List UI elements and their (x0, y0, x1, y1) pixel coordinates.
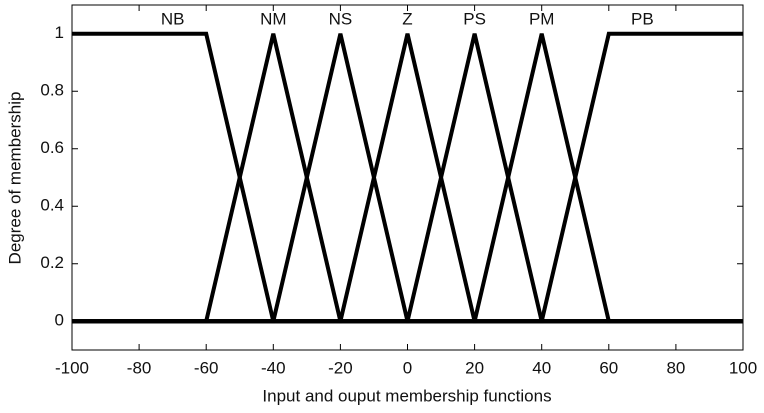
membership-line (72, 33, 743, 324)
y-axis-label: Degree of membership (5, 92, 24, 265)
series-label: NB (161, 9, 185, 28)
x-axis-label: Input and ouput membership functions (262, 386, 551, 405)
x-tick-label: -80 (127, 358, 152, 377)
series-label: PS (463, 9, 486, 28)
membership-line (72, 33, 743, 324)
series-label: NM (260, 9, 286, 28)
membership-line (72, 33, 743, 324)
x-tick-label: 20 (465, 358, 484, 377)
series-label: PM (529, 9, 555, 28)
y-tick-label: 0.2 (40, 253, 64, 272)
series-label: NS (329, 9, 353, 28)
series-label: PB (631, 9, 654, 28)
x-tick-label: 100 (729, 358, 757, 377)
series-label: Z (402, 9, 412, 28)
membership-line (72, 33, 743, 324)
x-tick-label: -40 (261, 358, 286, 377)
y-tick-label: 1 (55, 23, 64, 42)
y-tick-label: 0.8 (40, 81, 64, 100)
x-tick-label: 0 (403, 358, 412, 377)
y-tick-label: 0 (55, 311, 64, 330)
x-tick-label: -20 (328, 358, 353, 377)
x-tick-label: -100 (55, 358, 89, 377)
membership-line (72, 31, 743, 324)
x-tick-label: 60 (599, 358, 618, 377)
y-tick-label: 0.6 (40, 138, 64, 157)
membership-line (72, 31, 743, 324)
y-tick-label: 0.4 (40, 196, 64, 215)
x-tick-label: -60 (194, 358, 219, 377)
x-tick-label: 40 (532, 358, 551, 377)
plot-frame (71, 4, 744, 351)
membership-line (72, 33, 743, 324)
x-tick-label: 80 (666, 358, 685, 377)
